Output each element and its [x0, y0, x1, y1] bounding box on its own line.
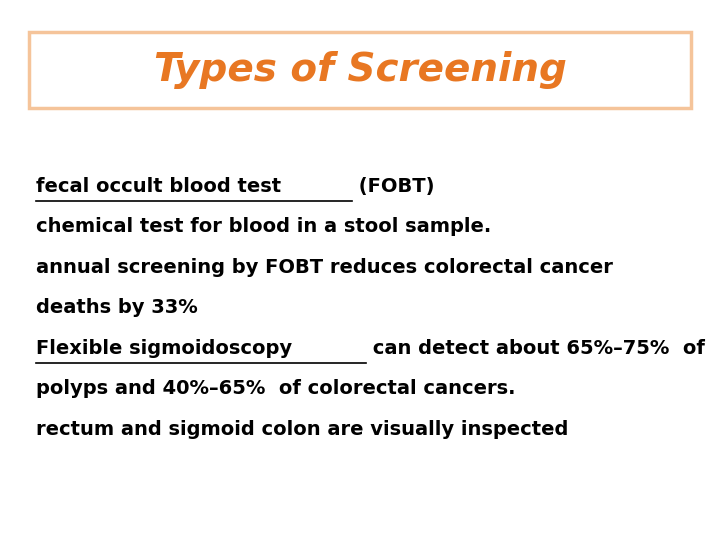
Text: rectum and sigmoid colon are visually inspected: rectum and sigmoid colon are visually in…	[36, 420, 568, 438]
Text: Types of Screening: Types of Screening	[153, 51, 567, 89]
Text: can detect about 65%–75%  of: can detect about 65%–75% of	[366, 339, 706, 357]
Text: polyps and 40%–65%  of colorectal cancers.: polyps and 40%–65% of colorectal cancers…	[36, 379, 516, 398]
Text: chemical test for blood in a stool sample.: chemical test for blood in a stool sampl…	[36, 217, 491, 236]
Text: fecal occult blood test: fecal occult blood test	[36, 177, 281, 195]
FancyBboxPatch shape	[29, 32, 691, 108]
Text: deaths by 33%: deaths by 33%	[36, 298, 198, 317]
Text: (FOBT): (FOBT)	[352, 177, 435, 195]
Text: Flexible sigmoidoscopy: Flexible sigmoidoscopy	[36, 339, 292, 357]
Text: annual screening by FOBT reduces colorectal cancer: annual screening by FOBT reduces colorec…	[36, 258, 613, 276]
